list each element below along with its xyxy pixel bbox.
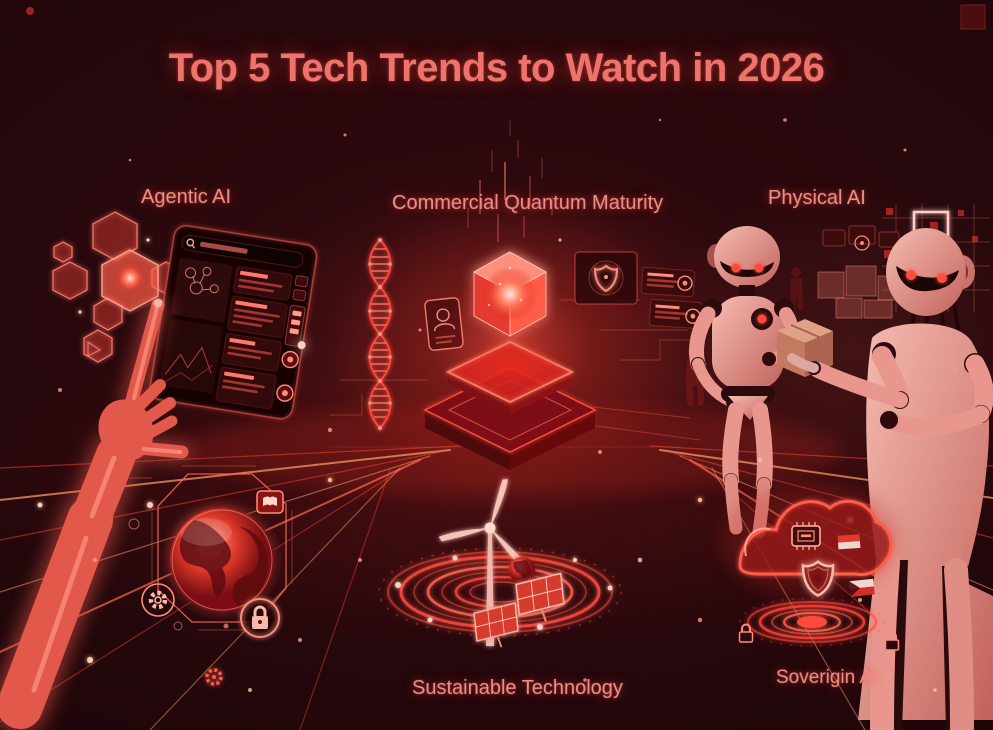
poster-title: Top 5 Tech Trends to Watch in 2026 [168, 46, 825, 90]
cpu-chip-icon [791, 522, 821, 550]
padlock-icon [884, 631, 900, 651]
sustainable-tech [378, 479, 622, 648]
globe-icon [509, 557, 535, 583]
padlock-icon [240, 598, 280, 638]
label-physical-ai: Physical AI [768, 187, 866, 209]
label-commercial-quantum-maturity: Commercial Quantum Maturity [392, 192, 664, 214]
corner-marks [26, 4, 986, 30]
book-icon [256, 490, 284, 514]
light-streaks [467, 120, 553, 242]
cloud-module [722, 482, 900, 651]
dashboard-tablet-icon [149, 224, 318, 420]
solar-panel-icon [473, 602, 519, 648]
gear-icon [205, 668, 223, 686]
label-sustainable-technology: Sustainable Technology [412, 677, 623, 699]
shield-monitor [574, 251, 638, 305]
info-card [640, 266, 696, 298]
flag-icon [837, 534, 861, 550]
globe-icon [170, 508, 274, 612]
globe-module [128, 465, 293, 686]
target-rings-icon [739, 597, 885, 647]
flag-icon [849, 578, 875, 597]
dna-helix-icon [368, 238, 392, 430]
label-agentic-ai: Agentic AI [141, 186, 232, 208]
warehouse-backdrop [685, 225, 903, 406]
padlock-icon [738, 623, 754, 643]
particles [58, 118, 957, 692]
gear-icon [141, 583, 175, 617]
solar-panel-icon [515, 572, 565, 622]
quantum-cube-icon [423, 120, 597, 470]
label-soverigin-ai: Soverigin AI [776, 667, 878, 688]
person-badge-icon [424, 297, 464, 351]
search-icon [186, 238, 196, 249]
shield-icon [593, 264, 619, 293]
shield-icon [801, 560, 835, 597]
circuit-traces [340, 299, 702, 441]
hand-cursor-icon [0, 295, 192, 730]
hologram-cube-icon [52, 211, 181, 363]
